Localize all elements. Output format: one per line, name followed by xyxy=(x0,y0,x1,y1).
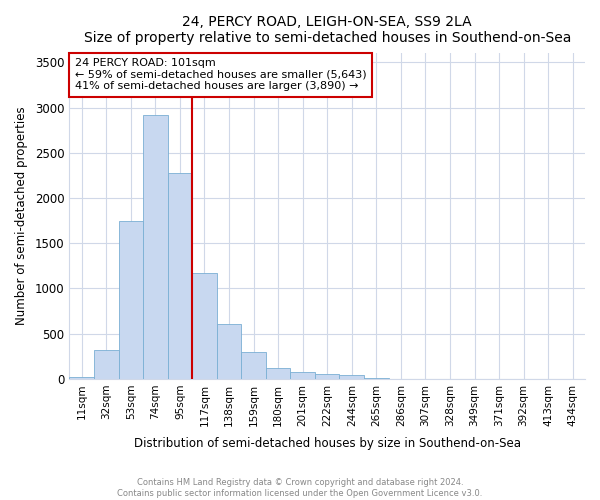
Bar xyxy=(94,350,119,379)
Bar xyxy=(266,368,290,379)
X-axis label: Distribution of semi-detached houses by size in Southend-on-Sea: Distribution of semi-detached houses by … xyxy=(134,437,521,450)
Text: 24 PERCY ROAD: 101sqm
← 59% of semi-detached houses are smaller (5,643)
41% of s: 24 PERCY ROAD: 101sqm ← 59% of semi-deta… xyxy=(74,58,366,92)
Bar xyxy=(241,352,266,379)
Bar xyxy=(119,220,143,379)
Bar xyxy=(340,376,364,379)
Bar xyxy=(217,324,241,379)
Bar xyxy=(290,372,315,379)
Title: 24, PERCY ROAD, LEIGH-ON-SEA, SS9 2LA
Size of property relative to semi-detached: 24, PERCY ROAD, LEIGH-ON-SEA, SS9 2LA Si… xyxy=(83,15,571,45)
Bar xyxy=(364,378,389,379)
Bar xyxy=(167,172,192,379)
Bar xyxy=(70,377,94,379)
Bar xyxy=(192,272,217,379)
Text: Contains HM Land Registry data © Crown copyright and database right 2024.
Contai: Contains HM Land Registry data © Crown c… xyxy=(118,478,482,498)
Y-axis label: Number of semi-detached properties: Number of semi-detached properties xyxy=(15,107,28,326)
Bar xyxy=(143,115,167,379)
Bar xyxy=(315,374,340,379)
